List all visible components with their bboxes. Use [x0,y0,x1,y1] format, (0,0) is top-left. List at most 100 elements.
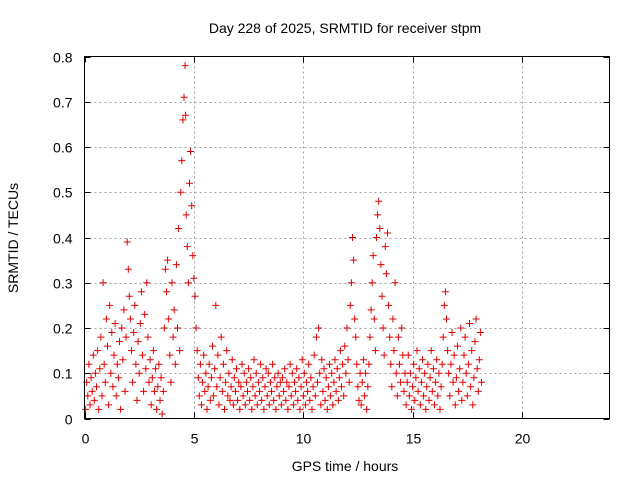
data-point [194,374,202,382]
data-point [91,369,99,377]
y-tick-label: 0.1 [53,366,73,382]
data-point [189,252,197,260]
data-point [287,392,295,400]
data-point [328,369,336,377]
data-point [398,324,406,332]
data-point [317,401,325,409]
data-point [146,356,154,364]
data-point [196,360,204,368]
data-point [262,365,270,373]
data-point [215,401,223,409]
data-point [259,374,267,382]
data-point [104,342,111,350]
data-point [135,369,143,377]
data-point [257,360,265,368]
data-point [425,396,433,404]
data-point [163,288,170,296]
data-point [327,392,335,400]
data-point [459,378,467,386]
data-point [321,396,329,404]
data-point [100,360,108,368]
data-point [334,396,342,404]
tick-labels: 0 0.1 0.2 0.3 0.4 0.5 0.6 0.7 0.8 0 5 10 15 20 [53,50,530,447]
data-point [183,243,191,251]
data-point [457,324,465,332]
data-point [361,392,368,400]
data-point [340,392,348,400]
data-point [110,351,118,359]
data-point [132,360,140,368]
data-point [281,365,289,373]
data-point [88,387,96,395]
data-point [214,351,222,359]
data-point [347,279,355,287]
data-point [229,401,237,409]
data-point [436,405,444,413]
data-point [314,378,321,386]
data-point [253,401,261,409]
data-point [466,320,473,327]
data-point [303,378,310,386]
data-point [369,252,377,260]
data-point [244,387,251,395]
y-tick-label: 0 [65,412,73,428]
data-point [414,387,422,395]
data-point [151,387,158,395]
data-point [289,401,297,409]
data-point [394,333,402,341]
data-point [441,288,449,296]
data-point [230,374,238,382]
data-point [352,333,360,341]
data-point [370,315,378,323]
data-point [404,351,412,359]
data-point [417,378,425,386]
data-point [420,392,428,400]
data-point [346,301,354,309]
data-point [449,378,457,386]
chart-title: Day 228 of 2025, SRMTID for receiver stp… [209,20,481,36]
data-point [131,301,139,309]
data-point [101,378,109,386]
data-point [419,356,426,364]
data-points [82,62,485,418]
data-point [362,369,370,377]
data-point [286,360,294,368]
data-point [475,356,483,364]
data-point [264,369,272,377]
data-point [113,360,121,368]
data-point [119,356,127,364]
data-point [331,356,339,364]
data-point [269,360,277,368]
data-point [315,324,323,332]
data-point [339,360,347,368]
data-point [123,238,131,246]
data-point [97,333,105,341]
data-point [279,374,286,382]
data-point [157,374,165,382]
data-point [388,383,396,391]
data-point [248,405,256,413]
data-point [446,392,454,400]
data-point [349,234,356,241]
data-point [233,365,240,373]
data-point [107,369,115,377]
data-point [87,374,95,382]
data-point [161,265,169,273]
data-point [391,279,399,287]
data-point [305,360,313,368]
data-point [260,405,268,413]
x-tick-label: 15 [406,431,422,447]
data-point [175,225,183,232]
data-point [355,396,363,404]
y-axis-title: SRMTID / TECUs [5,183,21,293]
data-point [153,405,161,413]
data-point [381,243,389,251]
data-point [312,333,320,341]
data-point [111,320,119,327]
data-point [438,360,446,368]
data-point [307,374,315,382]
data-point [221,405,228,413]
data-point [149,347,157,355]
data-point [310,351,318,359]
data-point [102,315,110,323]
